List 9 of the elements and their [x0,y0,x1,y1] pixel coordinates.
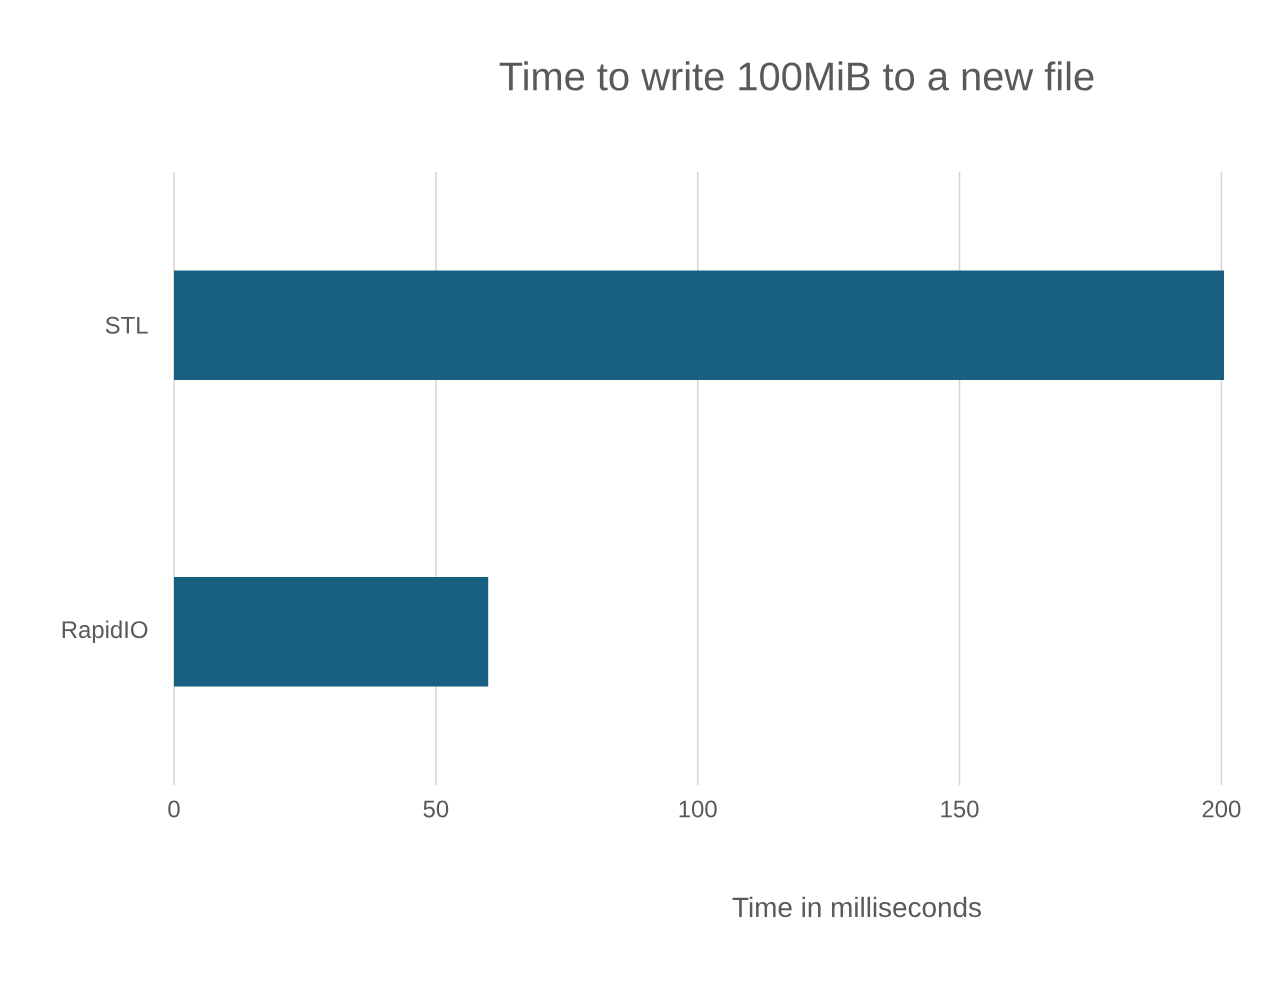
x-tick-label: 0 [168,800,180,818]
x-tick-label: 100 [679,800,717,818]
chart-title: Time to write 100MiB to a new file [499,61,1094,91]
x-tick-label: 200 [1202,800,1241,818]
y-tick-label: RapidIO [62,620,148,643]
y-tick-label: STL [105,316,148,334]
x-tick-label: 150 [941,800,979,818]
x-axis-title: Time in milliseconds [732,896,981,918]
x-tick-label: 50 [423,800,449,818]
